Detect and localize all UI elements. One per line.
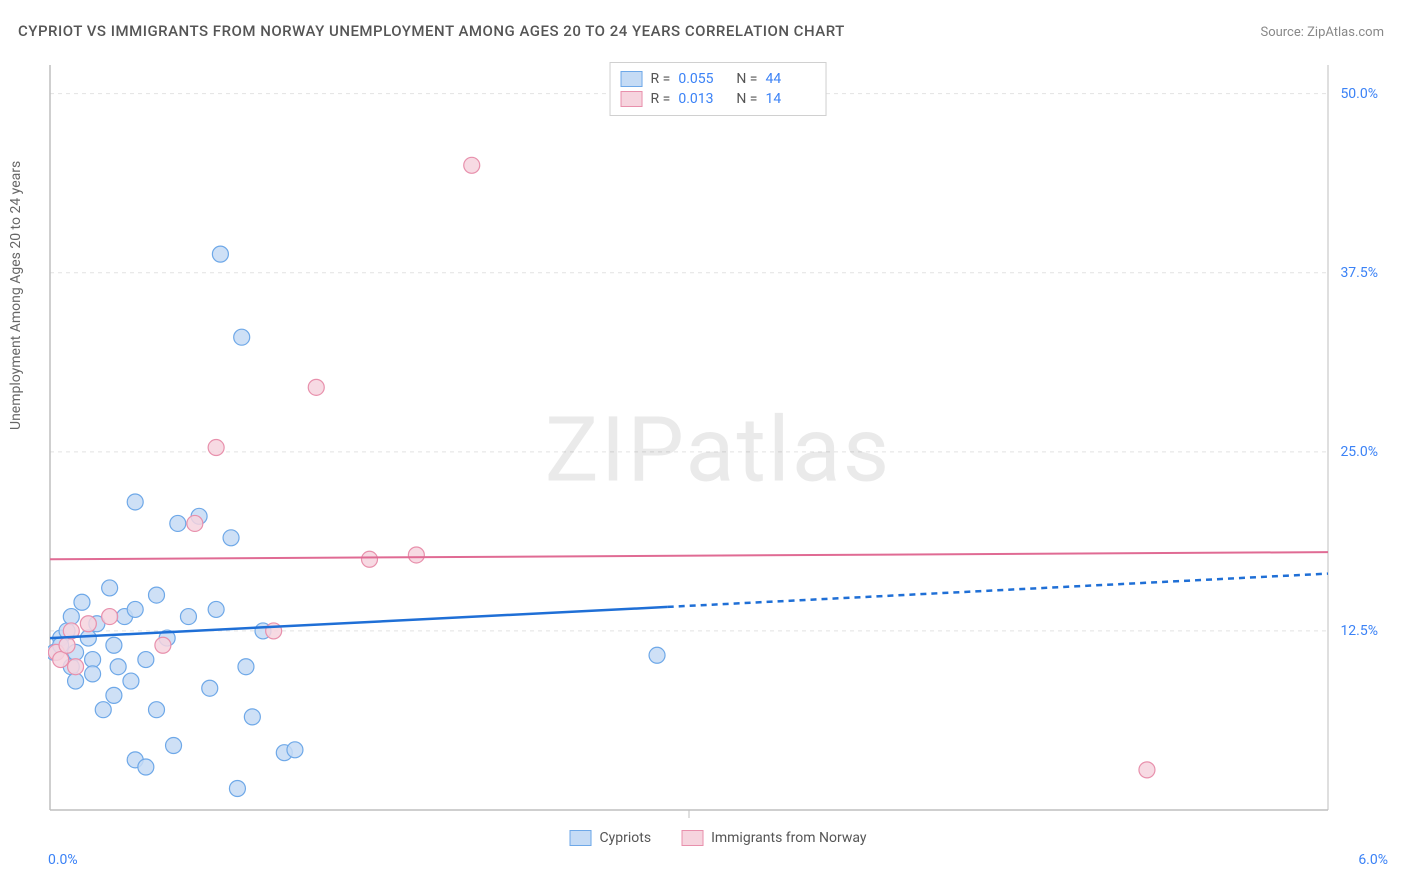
y-tick-label: 12.5% <box>1340 623 1378 639</box>
legend-label-1: Cypriots <box>600 830 652 846</box>
x-axis-max: 6.0% <box>1358 852 1388 868</box>
n-value-2: 14 <box>765 91 815 107</box>
r-value-2: 0.013 <box>678 91 728 107</box>
series-legend: Cypriots Immigrants from Norway <box>570 830 867 846</box>
r-value-1: 0.055 <box>678 71 728 87</box>
n-label: N = <box>736 71 757 87</box>
legend-item-1: Cypriots <box>570 830 652 846</box>
x-axis-min: 0.0% <box>48 852 78 868</box>
y-tick-label: 37.5% <box>1340 265 1378 281</box>
n-label: N = <box>736 91 757 107</box>
stats-row-1: R = 0.055 N = 44 <box>621 69 816 89</box>
stats-row-2: R = 0.013 N = 14 <box>621 89 816 109</box>
y-tick-label: 25.0% <box>1340 444 1378 460</box>
swatch-icon <box>681 830 703 846</box>
legend-item-2: Immigrants from Norway <box>681 830 866 846</box>
chart-canvas <box>48 60 1388 840</box>
legend-label-2: Immigrants from Norway <box>711 830 866 846</box>
y-axis-label: Unemployment Among Ages 20 to 24 years <box>8 161 24 430</box>
source-label: Source: ZipAtlas.com <box>1260 25 1384 40</box>
chart-title: CYPRIOT VS IMMIGRANTS FROM NORWAY UNEMPL… <box>18 22 845 40</box>
r-label: R = <box>651 91 671 107</box>
n-value-1: 44 <box>765 71 815 87</box>
scatter-plot: ZIPatlas R = 0.055 N = 44 R = 0.013 N = … <box>48 60 1388 840</box>
stats-legend: R = 0.055 N = 44 R = 0.013 N = 14 <box>610 62 827 116</box>
swatch-series-1 <box>621 71 643 87</box>
swatch-series-2 <box>621 91 643 107</box>
y-tick-label: 50.0% <box>1340 86 1378 102</box>
swatch-icon <box>570 830 592 846</box>
r-label: R = <box>651 71 671 87</box>
